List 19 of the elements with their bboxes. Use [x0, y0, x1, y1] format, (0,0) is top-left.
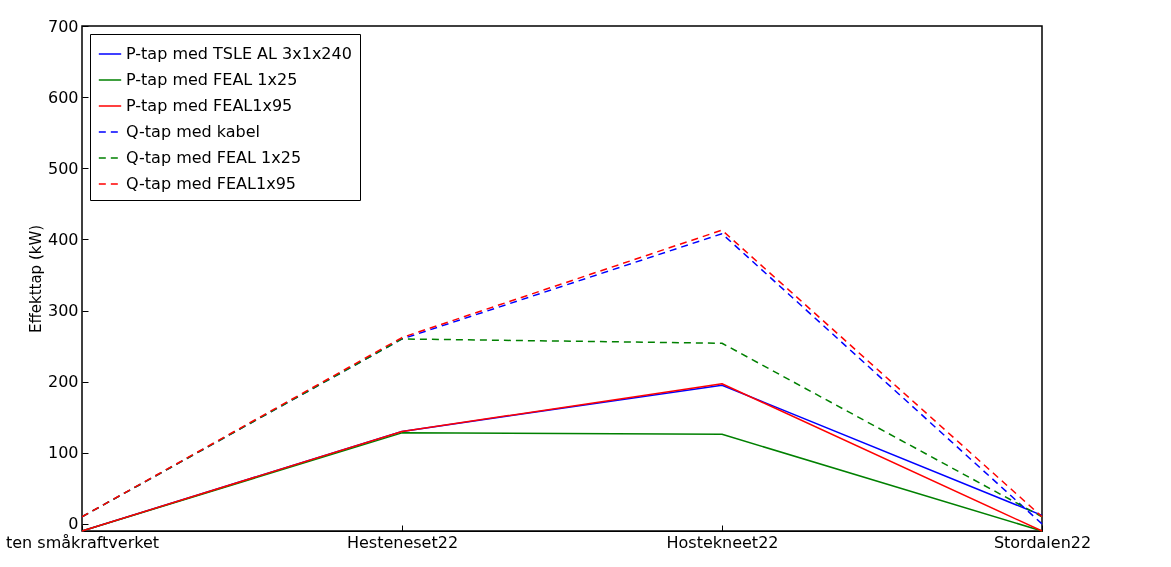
y-tick-label: 300	[47, 301, 79, 321]
y-tick-label: 600	[47, 87, 79, 107]
y-axis-title: Effekttap (kW)	[26, 224, 45, 334]
legend-label: P-tap med FEAL1x95	[126, 96, 293, 115]
legend-label: Q-tap med FEAL 1x25	[126, 148, 302, 167]
x-tick-label: Stordalen22	[993, 532, 1092, 552]
legend-label: Q-tap med FEAL1x95	[126, 174, 296, 193]
y-tick-label: 700	[47, 16, 79, 36]
y-tick-label: 0	[68, 514, 79, 534]
y-tick-label: 200	[47, 372, 79, 392]
legend-label: P-tap med FEAL 1x25	[126, 70, 298, 89]
x-tick-label: ten småkraftverket	[5, 532, 160, 552]
y-tick-label: 500	[47, 158, 79, 178]
y-tick-label: 400	[47, 229, 79, 249]
x-tick-label: Hostekneet22	[666, 532, 779, 552]
x-tick-label: Hesteneset22	[346, 532, 459, 552]
y-tick-label: 100	[47, 443, 79, 463]
legend-label: Q-tap med kabel	[126, 122, 261, 141]
legend-label: P-tap med TSLE AL 3x1x240	[126, 44, 352, 63]
